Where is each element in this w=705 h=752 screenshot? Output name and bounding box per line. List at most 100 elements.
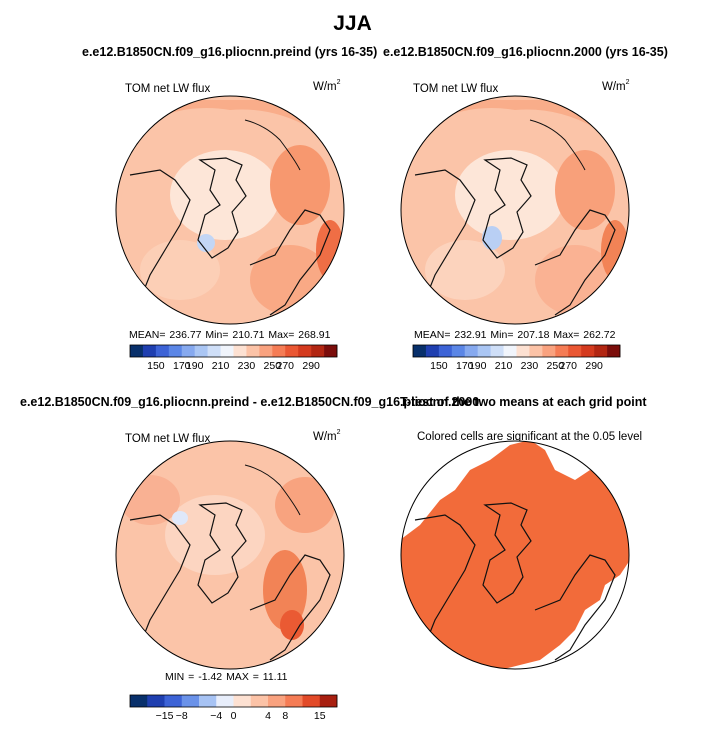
map-diff-region-east	[263, 550, 307, 630]
colorbar-preind-swatch	[207, 345, 221, 357]
colorbar-diff-swatch	[130, 695, 148, 707]
map-preind-region-greenland-low	[197, 234, 215, 252]
map-ttest-coastline-eurasia	[534, 554, 616, 661]
colorbar-preind-tick-label: 290	[302, 360, 320, 372]
colorbar-2000-swatch	[542, 345, 556, 357]
colorbar-preind-swatch	[181, 345, 195, 357]
map-preind-coastline-siberia	[244, 119, 301, 171]
colorbar-preind-tick-label: 170	[173, 360, 191, 372]
colorbar-2000-swatch	[555, 345, 569, 357]
variable-label-2000: TOM net LW flux	[413, 83, 499, 95]
colorbar-preind-tick-label: 250	[264, 360, 282, 372]
colorbar-2000-tick-label: 150	[430, 360, 448, 372]
map-preind	[115, 95, 345, 325]
colorbar-preind-tick-label: 190	[186, 360, 204, 372]
map-preind-coastline-eurasia	[249, 209, 331, 316]
colorbar-diff: −15 −8 −4 0 4 8 15	[129, 694, 338, 722]
variable-label-preind: TOM net LW flux	[125, 83, 211, 95]
colorbar-2000-tick-label: 230	[521, 360, 539, 372]
variable-label-diff: TOM net LW flux	[125, 433, 211, 445]
map-2000-coastline-siberia	[529, 119, 586, 171]
map-diff-region-northeast	[275, 477, 335, 533]
map-ttest-coastline-greenland	[482, 502, 532, 604]
map-2000-region-north	[401, 100, 629, 150]
map-preind-border	[115, 95, 345, 325]
colorbar-preind-tick-label: 230	[238, 360, 256, 372]
colorbar-2000-tick-label: 290	[585, 360, 603, 372]
stats-diff: MIN = -1.42 MAX = 11.11	[165, 671, 288, 683]
map-2000	[400, 95, 630, 325]
panel-title-diff: e.e12.B1850CN.f09_g16.pliocnn.preind - e…	[20, 395, 480, 409]
colorbar-diff-tick-label: 8	[282, 710, 288, 722]
colorbar-preind-swatch	[168, 345, 183, 357]
map-2000-region-east	[555, 150, 615, 230]
colorbar-diff-swatch	[233, 695, 252, 707]
colorbar-diff-swatch	[250, 695, 269, 707]
colorbar-2000-swatch	[607, 345, 621, 357]
map-ttest-border	[400, 440, 630, 670]
map-ttest-significant-region	[401, 441, 629, 669]
colorbar-2000-tick-label: 270	[559, 360, 577, 372]
colorbar-diff-tick-label: 4	[265, 710, 271, 722]
map-diff-region-hotspot	[280, 610, 304, 640]
colorbar-2000-swatch	[594, 345, 608, 357]
colorbar-diff-swatch	[199, 695, 217, 707]
colorbar-2000-swatch	[477, 345, 491, 357]
map-2000-region-pole	[455, 150, 565, 240]
map-preind-region-southwest	[140, 240, 220, 300]
colorbar-preind-swatch	[155, 345, 170, 357]
map-preind-region-north	[116, 100, 344, 150]
colorbar-2000-swatch	[516, 345, 530, 357]
map-diff-region-low	[172, 511, 188, 525]
colorbar-preind-tick-label: 150	[147, 360, 165, 372]
figure-title: JJA	[333, 12, 372, 35]
colorbar-2000-swatch	[568, 345, 582, 357]
colorbar-preind-swatch	[130, 345, 144, 357]
map-diff-region-pole	[165, 495, 265, 575]
map-2000-region-greenland-low	[482, 226, 502, 250]
colorbar-2000-swatch	[581, 345, 595, 357]
colorbar-diff-swatch	[181, 695, 200, 707]
colorbar-2000-swatch	[464, 345, 478, 357]
colorbar-2000-swatch	[451, 345, 466, 357]
colorbar-diff-tick-label: 0	[231, 710, 237, 722]
map-diff-region-northwest	[120, 475, 180, 525]
map-diff-coastline-eurasia	[249, 554, 331, 661]
map-diff-coastline-siberia	[244, 464, 301, 516]
colorbar-2000-swatch	[503, 345, 517, 357]
map-preind-region-pole	[170, 150, 280, 240]
colorbar-2000-outline	[412, 344, 621, 358]
units-label-preind: W/m2	[313, 79, 341, 93]
colorbar-preind-swatch	[246, 345, 260, 357]
map-2000-border	[400, 95, 630, 325]
colorbar-2000-swatch	[529, 345, 543, 357]
colorbar-diff-swatch	[285, 695, 303, 707]
panel-title-ttest: T-test of the two means at each grid poi…	[400, 395, 647, 409]
colorbar-diff-swatch	[147, 695, 165, 707]
colorbar-diff-swatch	[268, 695, 286, 707]
colorbar-preind-outline	[129, 344, 338, 358]
colorbar-diff-swatch	[216, 695, 234, 707]
colorbar-diff-tick-label: −15	[156, 710, 174, 722]
stats-preind: MEAN= 236.77 Min= 210.71 Max= 268.91	[129, 329, 331, 341]
colorbar-preind-swatch	[324, 345, 338, 357]
map-2000-region-southwest	[425, 240, 505, 300]
units-label-2000: W/m2	[602, 79, 630, 93]
colorbar-2000-swatch	[425, 345, 440, 357]
map-ttest	[400, 440, 630, 670]
colorbar-2000-tick-label: 190	[469, 360, 487, 372]
colorbar-preind-swatch	[142, 345, 157, 357]
colorbar-2000-tick-label: 170	[456, 360, 474, 372]
colorbar-diff-outline	[129, 694, 338, 708]
colorbar-diff-tick-label: −8	[176, 710, 188, 722]
colorbar-2000-tick-label: 210	[495, 360, 513, 372]
colorbar-diff-swatch	[302, 695, 321, 707]
colorbar-preind-swatch	[220, 345, 234, 357]
colorbar-diff-swatch	[319, 695, 338, 707]
map-diff-coastline-greenland	[197, 502, 247, 604]
units-label-diff: W/m2	[313, 429, 341, 443]
map-preind-coastline-greenland	[197, 157, 247, 259]
